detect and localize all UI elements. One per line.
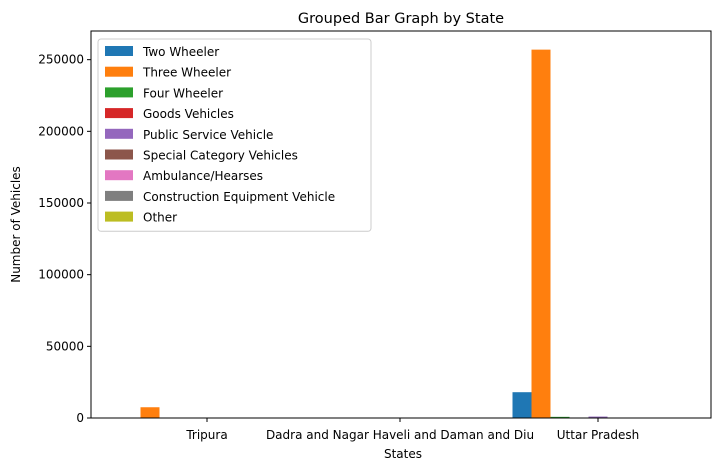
x-tick-label: Dadra and Nagar Haveli and Daman and Diu <box>266 428 534 442</box>
y-tick-label: 200000 <box>38 124 84 138</box>
legend-label: Three Wheeler <box>142 66 231 80</box>
x-tick-label: Uttar Pradesh <box>557 428 639 442</box>
legend-swatch <box>105 150 133 160</box>
y-tick-label: 100000 <box>38 268 84 282</box>
chart-title: Grouped Bar Graph by State <box>298 11 504 27</box>
legend-label: Two Wheeler <box>142 45 219 59</box>
legend-label: Construction Equipment Vehicle <box>143 190 335 204</box>
y-tick-label: 0 <box>76 411 84 425</box>
y-tick-label: 50000 <box>46 339 84 353</box>
x-tick-label: Tripura <box>185 428 227 442</box>
legend-swatch <box>105 67 133 77</box>
legend-swatch <box>105 108 133 118</box>
legend-label: Special Category Vehicles <box>143 149 298 163</box>
legend-label: Other <box>143 211 177 225</box>
legend-swatch <box>105 212 133 222</box>
legend-swatch <box>105 129 133 139</box>
y-axis-label: Number of Vehicles <box>9 166 23 283</box>
legend-label: Public Service Vehicle <box>143 128 273 142</box>
legend-swatch <box>105 46 133 56</box>
y-tick-label: 250000 <box>38 53 84 67</box>
bar-three-wheeler-2 <box>532 50 551 418</box>
y-tick-label: 150000 <box>38 196 84 210</box>
legend: Two Wheeler Three Wheeler Four Wheeler Good… <box>98 39 371 231</box>
x-axis: Tripura Dadra and Nagar Haveli and Daman … <box>185 418 639 442</box>
legend-swatch <box>105 87 133 97</box>
legend-label: Four Wheeler <box>143 86 223 100</box>
bar-two-wheeler-2 <box>513 392 532 418</box>
x-axis-label: States <box>384 447 422 461</box>
y-axis: 0 50000 100000 150000 200000 250000 <box>38 53 91 425</box>
legend-swatch <box>105 170 133 180</box>
legend-label: Ambulance/Hearses <box>143 169 263 183</box>
legend-label: Goods Vehicles <box>143 107 234 121</box>
bar-three-wheeler-0 <box>141 407 160 418</box>
legend-swatch <box>105 191 133 201</box>
